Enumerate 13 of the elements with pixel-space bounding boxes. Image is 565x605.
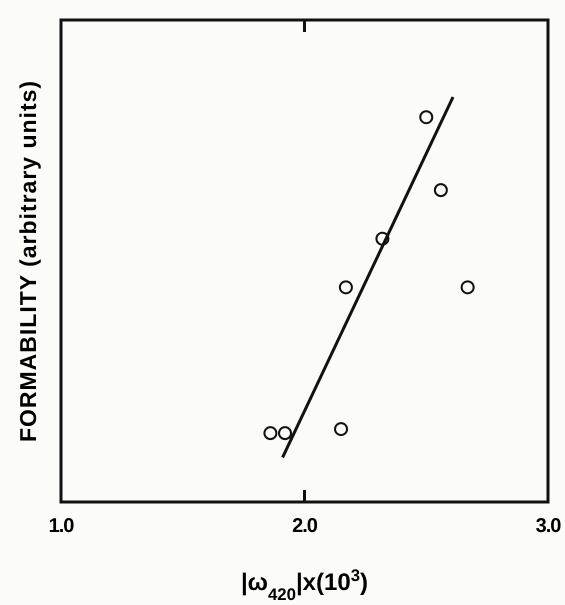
- x-axis-title: |ω$_{420}$|x(10$^{3}$): [240, 566, 368, 604]
- y-axis-title: FORMABILITY (arbitrary units): [15, 80, 41, 442]
- point: [278, 426, 292, 440]
- x-tick-label: 3.0: [536, 515, 562, 537]
- point: [460, 280, 475, 294]
- point: [434, 183, 448, 198]
- x-tick-label: 2.0: [292, 515, 318, 537]
- point: [375, 232, 390, 246]
- point: [338, 280, 353, 294]
- point: [419, 110, 434, 124]
- point: [263, 426, 278, 440]
- x-tick-label: 1.0: [48, 515, 74, 537]
- point: [334, 422, 348, 436]
